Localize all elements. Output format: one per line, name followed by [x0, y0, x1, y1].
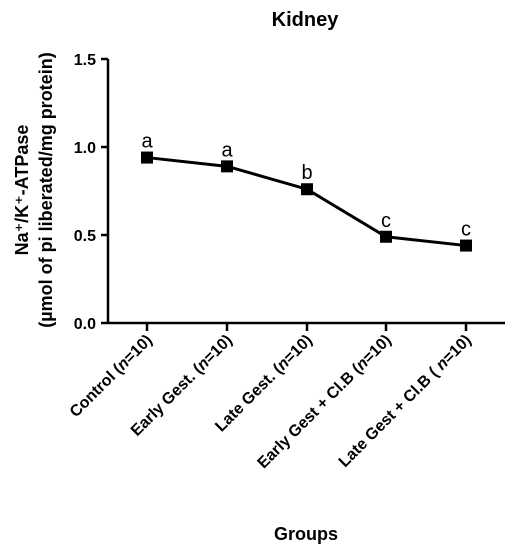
y-tick-label: 0.5 [74, 228, 96, 245]
data-point-marker [460, 239, 472, 252]
data-point-marker [301, 183, 313, 196]
y-axis-title-line1: Na⁺/K⁺-ATPase [12, 125, 32, 256]
x-tick-label: Control (n=10) [67, 332, 156, 421]
x-tick-label: Late Gest + Cl.B ( n=10) [336, 332, 475, 471]
y-tick-label: 0.0 [74, 316, 96, 333]
x-tick-label: Early Gest + Cl.B (n=10) [255, 332, 395, 472]
data-point-marker [141, 151, 153, 164]
data-point-marker [380, 230, 392, 243]
data-point-marker [221, 160, 233, 173]
significance-label: b [301, 162, 312, 184]
y-axis-title-line2: (µmol of pi liberated/mg protein) [36, 52, 56, 327]
significance-label: a [141, 131, 153, 153]
significance-label: a [221, 139, 233, 161]
plot-marks: a a b c c [141, 131, 472, 252]
significance-label: c [381, 210, 391, 232]
significance-label: c [461, 219, 471, 241]
x-axis-title: Groups [274, 524, 338, 544]
y-axis-title: Na⁺/K⁺-ATPase (µmol of pi liberated/mg p… [12, 52, 56, 327]
chart-title: Kidney [272, 9, 340, 31]
y-tick-label: 1.5 [74, 52, 96, 69]
y-tick-label: 1.0 [74, 140, 96, 157]
